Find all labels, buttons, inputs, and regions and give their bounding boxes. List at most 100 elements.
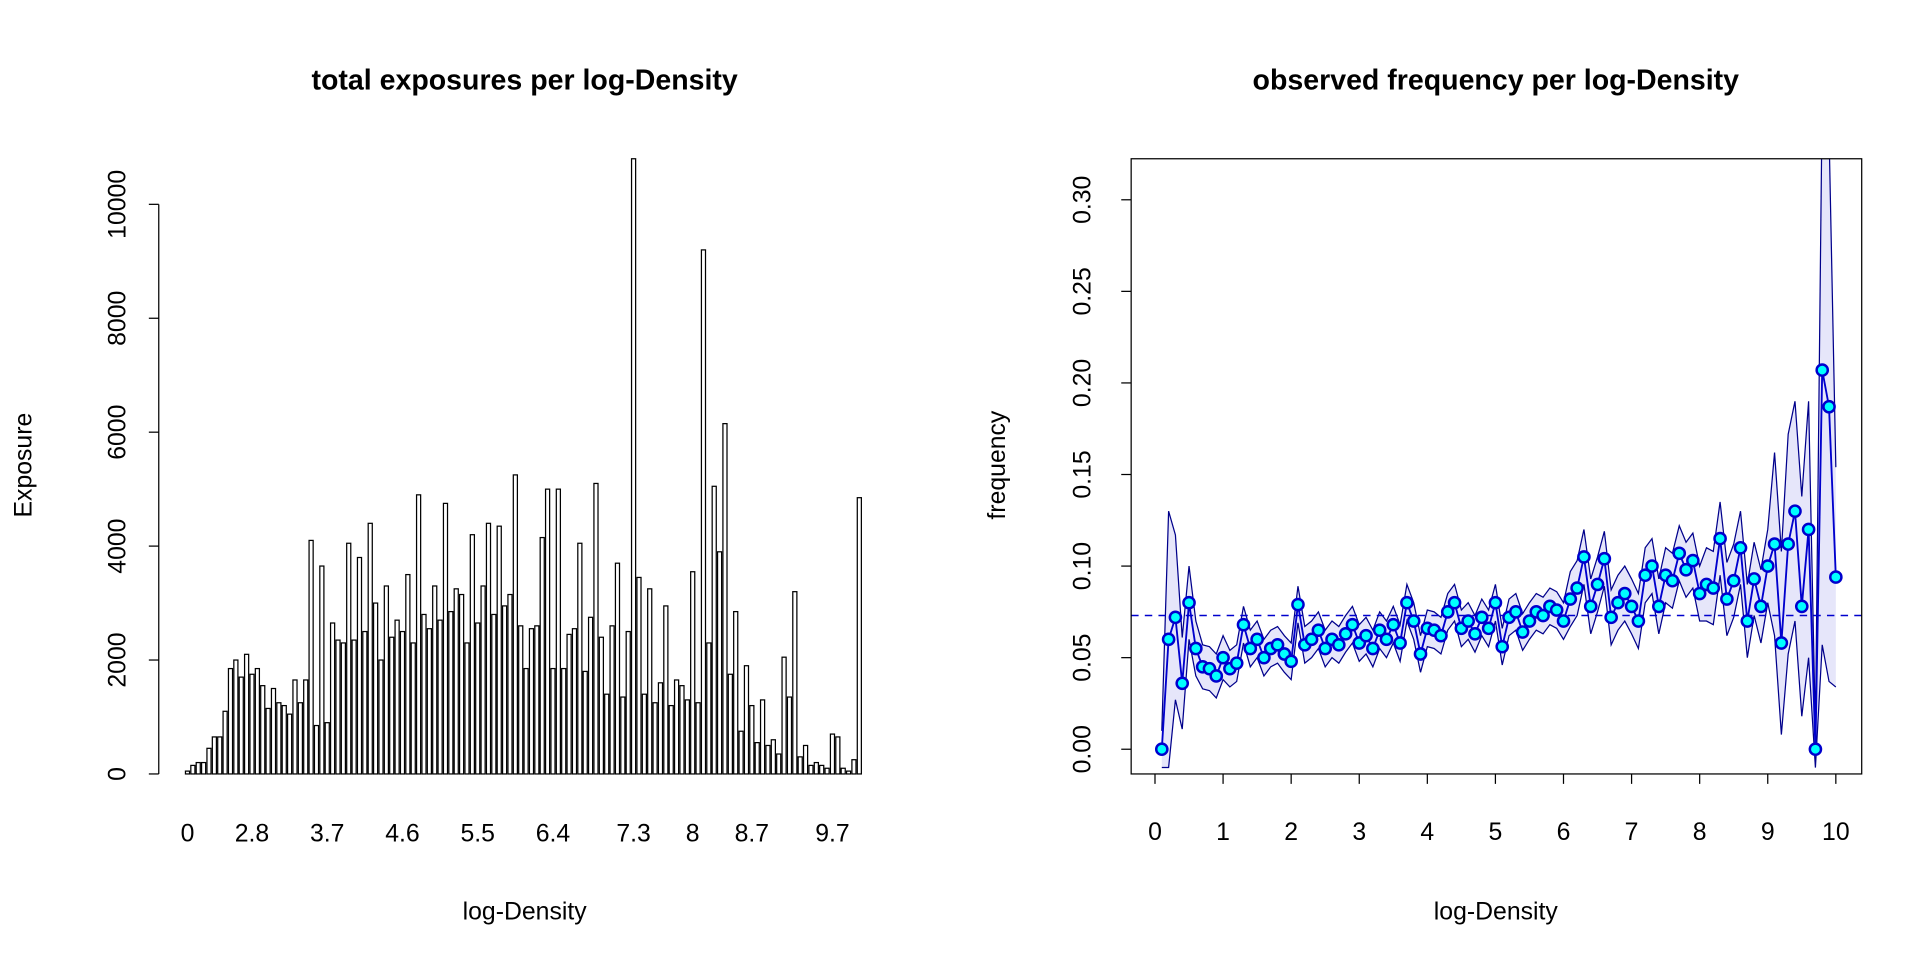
y-tick-label: 0	[105, 767, 132, 781]
bar	[571, 628, 578, 775]
bar	[405, 573, 411, 775]
point	[1801, 522, 1816, 537]
bar	[544, 488, 551, 775]
bar	[383, 585, 390, 775]
bar	[759, 699, 766, 775]
point	[1754, 599, 1768, 614]
bar	[303, 679, 309, 775]
bar	[458, 593, 465, 775]
bar	[211, 736, 218, 775]
x-tick-label: 6.4	[536, 820, 571, 847]
bar	[786, 696, 793, 775]
chart-title: total exposures per log-Density	[312, 64, 738, 96]
bar	[367, 522, 373, 775]
bar	[260, 685, 266, 775]
point	[1182, 595, 1196, 610]
y-tick-label: 0.20	[1070, 359, 1097, 407]
bar	[630, 158, 637, 775]
bar	[491, 613, 497, 775]
bar	[673, 679, 680, 775]
bar	[313, 724, 320, 775]
x-tick-label: 9	[1761, 819, 1775, 846]
x-tick-label: 2	[1284, 819, 1298, 846]
point	[1386, 617, 1401, 632]
bar	[561, 667, 567, 775]
point	[1250, 632, 1264, 647]
bar	[609, 625, 615, 775]
bar	[507, 593, 513, 775]
point	[1400, 595, 1414, 610]
bar	[281, 704, 287, 775]
bar	[362, 630, 368, 775]
bar	[249, 673, 255, 775]
point	[1767, 537, 1782, 551]
bar	[722, 423, 728, 775]
y-tick-label: 6000	[105, 405, 132, 460]
bar	[265, 707, 271, 775]
x-tick-label: 8.7	[735, 820, 769, 847]
x-axis-label: log-Density	[463, 898, 588, 925]
point	[1583, 599, 1598, 614]
bar	[410, 642, 416, 775]
bar	[598, 636, 605, 775]
bar	[738, 730, 744, 775]
point	[1379, 632, 1394, 647]
point	[1304, 632, 1319, 647]
x-tick-label: 8	[1693, 819, 1707, 846]
point	[1788, 504, 1802, 518]
point	[1733, 540, 1748, 555]
point	[1359, 628, 1373, 643]
bar	[770, 739, 776, 775]
y-axis-label: Exposure	[10, 413, 37, 518]
bar	[195, 761, 201, 775]
bar	[200, 761, 207, 775]
x-tick-label: 6	[1557, 819, 1571, 846]
point	[1291, 597, 1305, 612]
bar	[480, 585, 486, 775]
point	[1611, 595, 1625, 610]
x-tick-label: 7	[1625, 819, 1639, 846]
bar	[781, 656, 787, 775]
point	[1604, 610, 1618, 625]
bar	[184, 770, 191, 775]
bar	[534, 625, 540, 775]
bar	[356, 556, 363, 775]
x-tick-label: 1	[1216, 819, 1230, 846]
point	[1331, 638, 1346, 652]
plot-area	[1131, 158, 1862, 769]
point	[1597, 551, 1612, 566]
bar	[856, 497, 862, 775]
point	[1216, 650, 1230, 665]
bar	[340, 642, 347, 775]
point	[1794, 599, 1809, 614]
bar	[206, 747, 212, 775]
x-tick-label: 0	[1148, 819, 1162, 846]
bar	[453, 588, 459, 775]
x-axis-label: log-Density	[1434, 898, 1559, 925]
plot-frame	[1130, 158, 1863, 775]
point	[1243, 641, 1258, 656]
y-tick-label: 0.10	[1070, 542, 1097, 590]
bar	[641, 693, 648, 775]
bar	[577, 542, 583, 775]
point	[1311, 623, 1326, 638]
bar	[243, 653, 250, 775]
bar	[614, 562, 621, 775]
x-tick-label: 0	[181, 820, 195, 847]
x-tick-label: 10	[1822, 819, 1850, 846]
bar	[518, 625, 524, 775]
bar	[690, 571, 696, 775]
bar	[813, 761, 819, 775]
bar	[238, 676, 244, 775]
point	[1808, 742, 1823, 757]
point	[1447, 595, 1462, 610]
bar	[695, 702, 701, 775]
bar	[528, 628, 535, 775]
bar	[432, 585, 438, 775]
point	[1781, 537, 1795, 551]
point	[1284, 654, 1298, 669]
bar	[668, 704, 674, 775]
point	[1570, 581, 1584, 595]
